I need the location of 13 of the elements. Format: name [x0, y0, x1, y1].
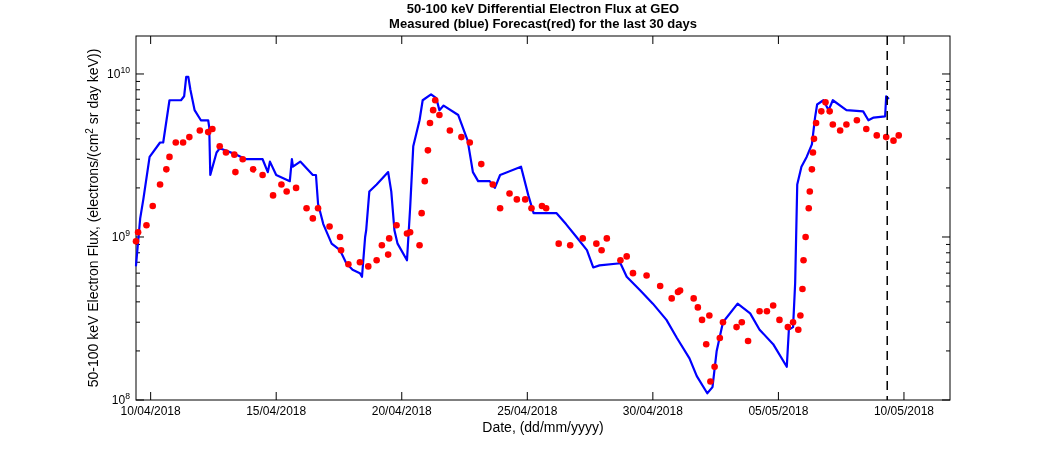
x-axis-title: Date, (dd/mm/yyyy): [482, 419, 604, 435]
chart-subtitle: Measured (blue) Forecast(red) for the last 30 days: [389, 16, 697, 31]
x-tick-label: 30/04/2018: [622, 404, 684, 418]
x-tick-label: 10/05/2018: [873, 404, 935, 418]
x-tick-label: 15/04/2018: [246, 404, 307, 418]
y-tick-label: 10$^{9}$: [111, 227, 131, 244]
y-tick-label: 10$^{10}$: [107, 64, 131, 81]
x-tick-label: 20/04/2018: [371, 404, 433, 418]
x-tick-label: 25/04/2018: [497, 404, 558, 418]
chart-title: 50-100 keV Differential Electron Flux at GEO: [406, 1, 680, 16]
y-tick-label: 10$^{8}$: [111, 391, 131, 407]
x-tick-label: 05/05/2018: [748, 404, 809, 418]
x-tick-label: 10/04/2018: [120, 404, 181, 418]
